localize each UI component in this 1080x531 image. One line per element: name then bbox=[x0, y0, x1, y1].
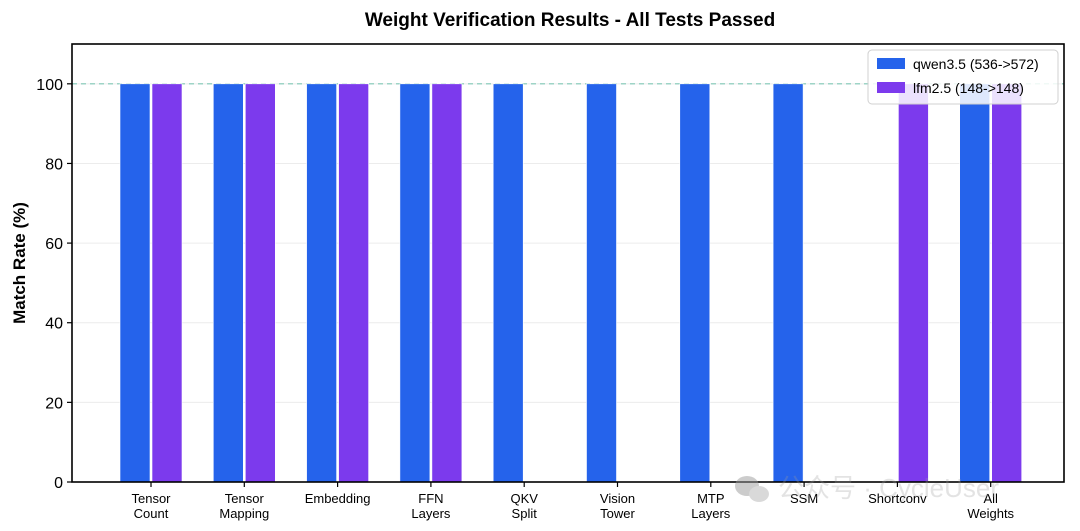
bar-lfm-1 bbox=[245, 83, 276, 483]
bar-lfm-0 bbox=[151, 83, 183, 483]
watermark-text: 公众号 · CycleUser bbox=[778, 473, 999, 503]
xtick-label-3: FFN Layers bbox=[411, 491, 451, 521]
bar-qwen-2 bbox=[306, 83, 337, 483]
bar-qwen-5 bbox=[586, 83, 617, 483]
xtick-label-9: All Weights bbox=[967, 491, 1014, 521]
plot-frame bbox=[71, 43, 1065, 483]
xtick-label-6: MTP Layers bbox=[691, 491, 731, 521]
legend-label-1: lfm2.5 (148->148) bbox=[913, 80, 1024, 96]
bar-qwen-6 bbox=[679, 83, 711, 483]
bar-qwen-0 bbox=[119, 83, 151, 483]
bar-lfm-9 bbox=[991, 83, 1023, 483]
y-axis-label: Match Rate (%) bbox=[10, 202, 29, 324]
axes bbox=[71, 43, 1065, 483]
bar-qwen-4 bbox=[492, 83, 524, 483]
xtick-label-0: Tensor Count bbox=[131, 491, 171, 521]
ytick-label-100: 100 bbox=[36, 77, 63, 94]
legend: qwen3.5 (536->572) lfm2.5 (148->148) bbox=[867, 49, 1059, 105]
bar-qwen-1 bbox=[213, 83, 244, 483]
ytick-label-20: 20 bbox=[45, 395, 63, 412]
watermark: 公众号 · CycleUser bbox=[735, 473, 999, 503]
xtick-label-2: Embedding bbox=[305, 491, 371, 506]
xtick-label-8: Shortconv bbox=[868, 491, 927, 506]
legend-box bbox=[867, 49, 1059, 105]
xtick-label-1: Tensor Mapping bbox=[219, 491, 269, 521]
legend-swatch-0 bbox=[877, 58, 905, 69]
bar-lfm-8 bbox=[898, 83, 929, 483]
bar-lfm-2 bbox=[338, 83, 369, 483]
bar-qwen-9 bbox=[959, 83, 991, 483]
ytick-label-80: 80 bbox=[45, 156, 63, 173]
bars bbox=[119, 83, 1023, 483]
xtick-label-7: SSM bbox=[790, 491, 818, 506]
xtick-label-5: Vision Tower bbox=[600, 491, 636, 521]
bar-qwen-3 bbox=[399, 83, 431, 483]
wechat-icon bbox=[735, 476, 769, 502]
ytick-label-60: 60 bbox=[45, 236, 63, 253]
x-ticks: Tensor Count Tensor Mapping Embedding FFN Laye… bbox=[131, 482, 1015, 521]
bar-qwen-7 bbox=[772, 83, 804, 483]
legend-label-0: qwen3.5 (536->572) bbox=[913, 56, 1039, 72]
chart-title: Weight Verification Results - All Tests … bbox=[365, 10, 775, 31]
y-ticks: 0 20 40 60 80 100 bbox=[36, 77, 72, 492]
legend-swatch-1 bbox=[877, 82, 905, 93]
bar-lfm-3 bbox=[431, 83, 463, 483]
ytick-label-40: 40 bbox=[45, 316, 63, 333]
xtick-label-4: QKV Split bbox=[510, 491, 538, 521]
ytick-label-0: 0 bbox=[54, 475, 63, 492]
